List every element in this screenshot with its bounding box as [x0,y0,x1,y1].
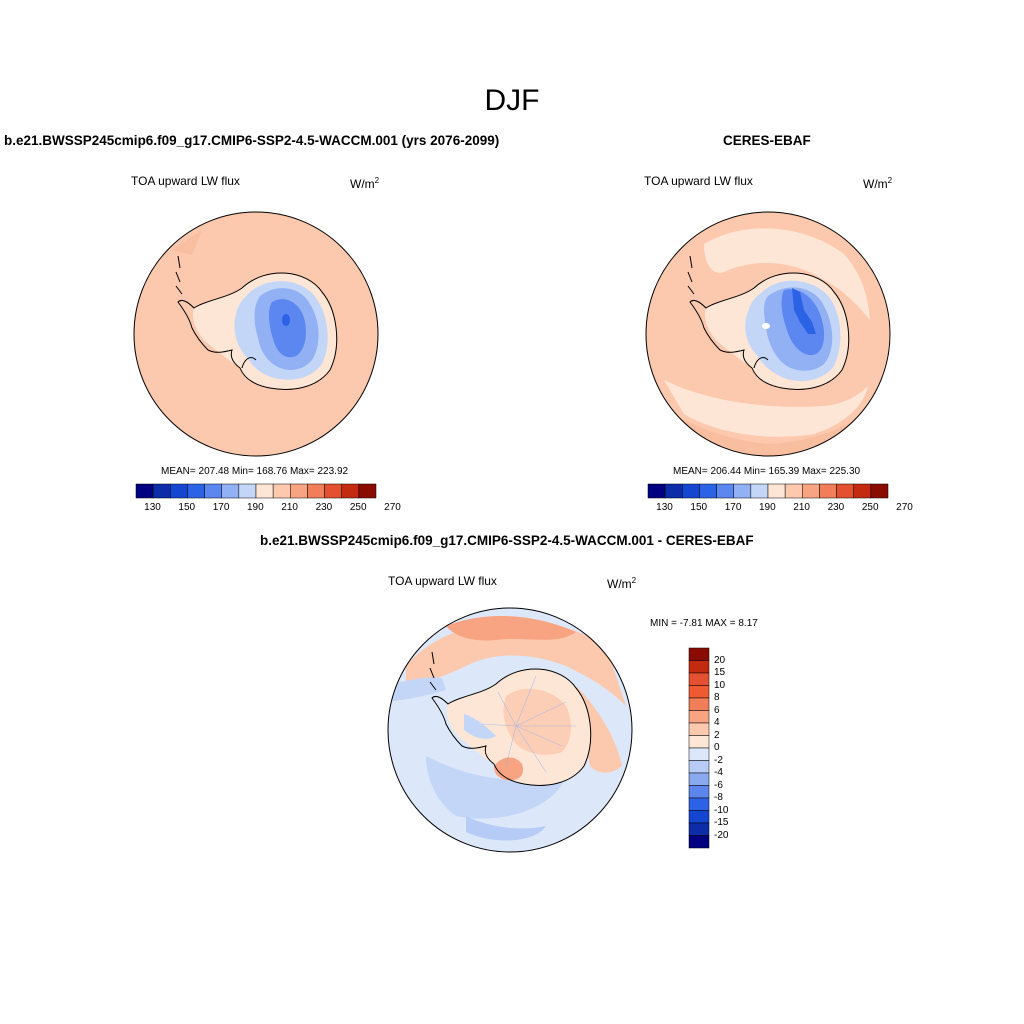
colorbar-swatch [682,483,700,499]
colorbar-tick-label: 130 [656,502,673,513]
colorbar-tick-label: -10 [714,804,729,816]
colorbar-tick-label: 20 [714,654,726,666]
colorbar-tick-label: 8 [714,692,720,703]
colorbar-swatch [688,835,710,849]
panel-1-stats: MEAN= 207.48 Min= 168.76 Max= 223.92 [161,466,349,477]
colorbar-swatch [358,483,377,499]
colorbar-swatch [238,483,257,499]
colorbar-tick-label: 230 [315,502,333,513]
colorbar-tick-label: 4 [714,717,720,728]
colorbar-swatch [290,483,308,499]
colorbar-tick-label: -2 [714,754,723,766]
colorbar-tick-label: -15 [714,817,729,828]
colorbar-tick-label: 150 [690,502,708,513]
colorbar-tick-label: -20 [714,829,729,841]
panel-3-colorbar [688,647,710,849]
colorbar-swatch [647,483,666,499]
panel-3-units: W/m2 [607,576,637,591]
colorbar-swatch [688,810,710,824]
colorbar-swatch [750,483,769,499]
colorbar-tick-label: 190 [247,502,264,513]
colorbar-swatch [733,483,752,499]
colorbar-tick-label: -8 [714,792,723,803]
colorbar-tick-label: 2 [714,729,720,741]
colorbar-tick-label: 170 [212,502,230,513]
panel-2-colorbar-ticks: 130 150 170 190 210 230 250 270 [648,502,913,516]
colorbar-tick-label: 15 [714,667,726,678]
colorbar-swatch [204,483,222,499]
colorbar-tick-label: -4 [714,767,723,778]
panel-1-colorbar-ticks: 130 150 170 190 210 230 250 270 [136,502,401,516]
colorbar-swatch [688,735,710,749]
colorbar-swatch [187,483,205,499]
colorbar-swatch [688,747,710,761]
colorbar-swatch [688,760,710,774]
colorbar-swatch [688,672,710,686]
colorbar-tick-label: 190 [759,502,776,513]
colorbar-swatch [688,785,710,799]
colorbar-swatch [819,483,837,499]
colorbar-tick-label: 250 [349,502,367,513]
colorbar-swatch [135,483,154,499]
colorbar-swatch [688,797,710,811]
panel-2-title: CERES-EBAF [723,133,811,148]
colorbar-tick-label: 150 [178,502,196,513]
colorbar-swatch [853,483,872,499]
colorbar-tick-label: 270 [384,502,401,513]
colorbar-swatch [152,483,171,499]
panel-2-stats: MEAN= 206.44 Min= 165.39 Max= 225.30 [673,466,861,477]
colorbar-swatch [870,483,889,499]
colorbar-swatch [688,647,710,661]
colorbar-tick-label: -6 [714,779,723,791]
panel-2-colorbar [647,483,889,499]
colorbar-swatch [716,483,734,499]
colorbar-swatch [767,483,786,499]
panel-3-stats: MIN = -7.81 MAX = 8.17 [650,618,758,629]
colorbar-swatch [688,660,710,674]
colorbar-swatch [699,483,717,499]
colorbar-swatch [255,483,274,499]
colorbar-swatch [170,483,188,499]
colorbar-swatch [688,697,710,711]
colorbar-tick-label: 130 [144,502,161,513]
panel-2-map [645,211,891,457]
colorbar-tick-label: 210 [793,502,810,513]
colorbar-tick-label: 210 [281,502,298,513]
colorbar-tick-label: 0 [714,742,720,753]
colorbar-swatch [307,483,325,499]
panel-2-units: W/m2 [863,176,893,191]
panel-3-colorbar-ticks: 20 15 10 8 6 4 2 0 -2 -4 -6 -8 -10 -15 -20 [714,648,754,848]
panel-2-variable: TOA upward LW flux [644,174,753,188]
colorbar-swatch [688,685,710,699]
colorbar-tick-label: 6 [714,704,720,716]
panel-3-map [387,607,633,853]
colorbar-tick-label: 230 [827,502,845,513]
colorbar-swatch [688,710,710,724]
colorbar-tick-label: 10 [714,679,726,691]
panel-1-colorbar [135,483,377,499]
panel-1-map [133,211,379,457]
colorbar-swatch [341,483,360,499]
colorbar-swatch [688,822,710,836]
colorbar-tick-label: 270 [896,502,913,513]
colorbar-swatch [784,483,803,499]
panel-1-units: W/m2 [350,176,380,191]
colorbar-swatch [324,483,342,499]
colorbar-swatch [664,483,683,499]
panel-3-variable: TOA upward LW flux [388,574,497,588]
colorbar-tick-label: 170 [724,502,742,513]
season-title: DJF [484,84,540,117]
colorbar-swatch [836,483,854,499]
panel-1-variable: TOA upward LW flux [131,174,240,188]
colorbar-swatch [688,772,710,786]
colorbar-swatch [802,483,820,499]
panel-3-title: b.e21.BWSSP245cmip6.f09_g17.CMIP6-SSP2-4… [260,533,754,548]
colorbar-swatch [272,483,291,499]
panel-1-title: b.e21.BWSSP245cmip6.f09_g17.CMIP6-SSP2-4… [4,133,500,148]
colorbar-tick-label: 250 [861,502,879,513]
colorbar-swatch [688,722,710,736]
colorbar-swatch [221,483,240,499]
